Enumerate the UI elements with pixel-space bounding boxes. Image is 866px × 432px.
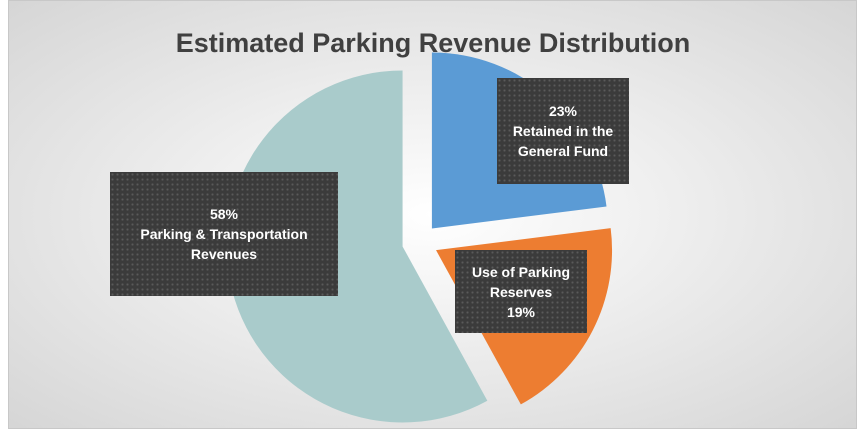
- category-label: Use of Parking Reserves: [471, 263, 571, 300]
- data-label: Use of Parking Reserves 19%: [455, 250, 587, 333]
- category-label: Retained in the General Fund: [512, 123, 614, 159]
- data-label: 58% Parking & Transportation Revenues: [110, 172, 338, 296]
- pie-slice: [226, 70, 488, 423]
- value-label: 58%: [209, 206, 239, 222]
- value-label: 23%: [548, 103, 578, 119]
- data-label: 23% Retained in the General Fund: [497, 78, 629, 184]
- category-label: Parking & Transportation Revenues: [140, 226, 308, 262]
- value-label: 19%: [506, 303, 536, 320]
